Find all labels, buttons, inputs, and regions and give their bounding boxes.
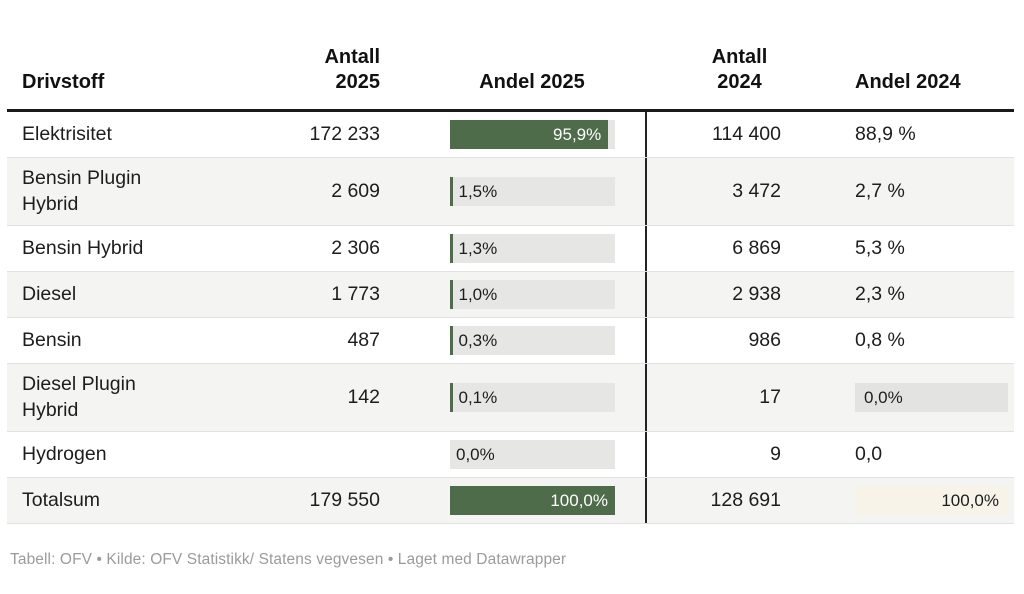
andel-2024-value: 0,0: [855, 443, 883, 465]
cell-antall-2024: 986: [748, 329, 781, 351]
andel-2024-value: 0,8 %: [855, 329, 905, 351]
percent-bar-label: 1,0%: [458, 284, 498, 304]
table-body: Elektrisitet 172 233 95,9% 114 400 88,9 …: [7, 112, 1014, 524]
cell-antall-2024: 128 691: [710, 489, 782, 511]
andel-2024-value: 88,9 %: [855, 123, 916, 145]
fuel-type-label: Elektrisitet: [22, 122, 112, 145]
cell-antall-2024: 2 938: [732, 283, 781, 305]
cell-andel-2024: 88,9 %: [802, 123, 1014, 146]
percent-bar-track: 1,3%: [450, 234, 615, 263]
header-antall-2024: Antall 2024: [711, 46, 768, 93]
cell-andel-2025: 0,1%: [387, 364, 647, 431]
fuel-type-label: Diesel: [22, 282, 77, 305]
percent-bar-track: 100,0%: [450, 486, 615, 515]
header-andel-2024: Andel 2024: [855, 71, 961, 93]
fuel-type-label: Bensin: [22, 328, 82, 351]
cell-drivstoff: Totalsum: [7, 480, 272, 521]
percent-bar-track: 95,9%: [450, 120, 615, 149]
percent-bar-label: 0,0%: [456, 444, 495, 464]
cell-andel-2025: 100,0%: [387, 478, 647, 523]
percent-bar-track: 1,0%: [450, 280, 615, 309]
cell-antall-2025: 2 609: [331, 180, 380, 202]
cell-antall-2025: 172 233: [309, 123, 381, 145]
fuel-type-label: Diesel Plugin Hybrid: [22, 373, 136, 421]
cell-antall-2024: 3 472: [732, 180, 781, 202]
cell-andel-2024: 5,3 %: [802, 237, 1014, 260]
table-header-row: Drivstoff Antall 2025 Andel 2025 Antall …: [7, 0, 1014, 112]
percent-bar-track: 0,0%: [450, 440, 615, 469]
cell-drivstoff: Bensin: [7, 320, 272, 361]
cell-andel-2025: 95,9%: [387, 112, 647, 157]
percent-bar-fill: [450, 280, 453, 309]
cell-drivstoff: Bensin Plugin Hybrid: [7, 158, 272, 225]
cell-andel-2024: 2,3 %: [802, 283, 1014, 306]
table-row: Bensin Hybrid 2 306 1,3% 6 869 5,3 %: [7, 226, 1014, 272]
cell-andel-2025: 0,0%: [387, 432, 647, 477]
table-row: Diesel 1 773 1,0% 2 938 2,3 %: [7, 272, 1014, 318]
percent-bar-fill: [450, 383, 453, 412]
header-andel-2025: Andel 2025: [479, 71, 585, 93]
header-drivstoff: Drivstoff: [22, 71, 105, 93]
datawrapper-table: Drivstoff Antall 2025 Andel 2025 Antall …: [7, 0, 1014, 524]
table-row: Bensin 487 0,3% 986 0,8 %: [7, 318, 1014, 364]
cell-andel-2025: 1,5%: [387, 158, 647, 225]
cell-drivstoff: Hydrogen: [7, 434, 272, 475]
cell-antall-2024: 9: [770, 443, 781, 465]
cell-andel-2025: 1,3%: [387, 226, 647, 271]
fuel-type-label: Bensin Plugin Hybrid: [22, 167, 142, 215]
percent-bar-label: 0,3%: [458, 330, 498, 350]
cell-antall-2025: 1 773: [331, 283, 380, 305]
cell-andel-2025: 0,3%: [387, 318, 647, 363]
cell-antall-2024: 114 400: [711, 123, 781, 145]
cell-andel-2024: 0,0%: [802, 383, 1014, 412]
andel-2024-value: 0,0%: [855, 383, 1008, 412]
header-antall-2025: Antall 2025: [324, 46, 380, 93]
percent-bar-fill: [450, 177, 453, 206]
cell-antall-2025: 179 550: [309, 489, 381, 511]
andel-2024-value: 2,7 %: [855, 180, 905, 202]
table-row: Totalsum 179 550 100,0% 128 691 100,0%: [7, 478, 1014, 524]
fuel-type-label: Totalsum: [22, 488, 101, 511]
cell-andel-2024: 0,0: [802, 443, 1014, 466]
percent-bar-label: 100,0%: [550, 490, 608, 510]
percent-bar-track: 1,5%: [450, 177, 615, 206]
table-row: Diesel Plugin Hybrid 142 0,1% 17 0,0%: [7, 364, 1014, 432]
percent-bar-fill: [450, 326, 453, 355]
andel-2024-value: 100,0%: [855, 486, 1008, 515]
percent-bar-label: 95,9%: [553, 124, 602, 144]
percent-bar-fill: 95,9%: [450, 120, 609, 149]
cell-andel-2024: 2,7 %: [802, 180, 1014, 203]
percent-bar-fill: 100,0%: [450, 486, 615, 515]
cell-drivstoff: Diesel Plugin Hybrid: [7, 364, 272, 431]
cell-drivstoff: Diesel: [7, 274, 272, 315]
cell-andel-2024: 100,0%: [802, 486, 1014, 515]
table-row: Elektrisitet 172 233 95,9% 114 400 88,9 …: [7, 112, 1014, 158]
percent-bar-label: 1,3%: [458, 238, 498, 258]
cell-drivstoff: Elektrisitet: [7, 114, 272, 155]
percent-bar-track: 0,1%: [450, 383, 615, 412]
cell-antall-2024: 17: [759, 386, 781, 408]
andel-2024-value: 2,3 %: [855, 283, 905, 305]
andel-2024-value: 5,3 %: [855, 237, 905, 259]
cell-antall-2024: 6 869: [732, 237, 781, 259]
fuel-type-label: Bensin Hybrid: [22, 236, 144, 259]
percent-bar-track: 0,3%: [450, 326, 615, 355]
cell-antall-2025: 487: [347, 329, 380, 351]
cell-drivstoff: Bensin Hybrid: [7, 228, 272, 269]
table-row: Bensin Plugin Hybrid 2 609 1,5% 3 472 2,…: [7, 158, 1014, 226]
cell-antall-2025: 2 306: [331, 237, 380, 259]
percent-bar-fill: [450, 234, 453, 263]
table-row: Hydrogen 0,0% 9 0,0: [7, 432, 1014, 478]
fuel-type-label: Hydrogen: [22, 442, 107, 465]
cell-antall-2025: 142: [347, 386, 380, 408]
percent-bar-label: 1,5%: [458, 181, 498, 201]
cell-andel-2024: 0,8 %: [802, 329, 1014, 352]
attribution-footer: Tabell: OFV • Kilde: OFV Statistikk/ Sta…: [10, 551, 567, 568]
cell-andel-2025: 1,0%: [387, 272, 647, 317]
percent-bar-label: 0,1%: [458, 387, 498, 407]
